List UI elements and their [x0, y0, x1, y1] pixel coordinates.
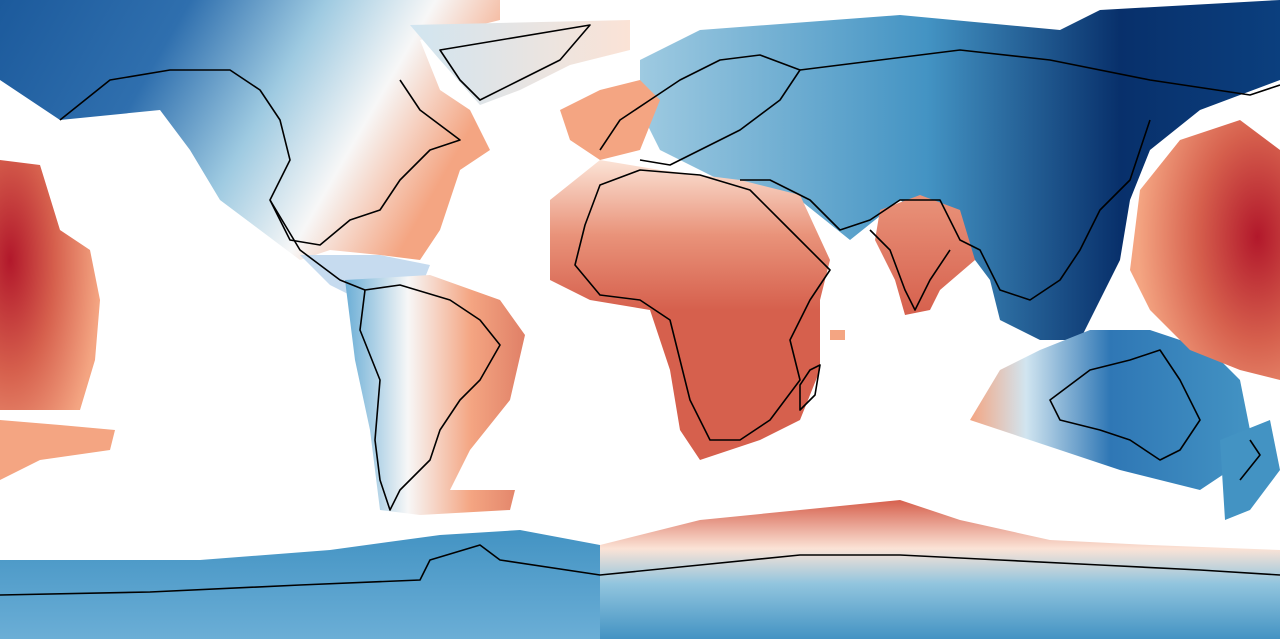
new-zealand-field — [1220, 420, 1280, 520]
coast-north-america — [59, 69, 461, 246]
south-america-field — [345, 275, 525, 515]
eurasia-field — [640, 0, 1280, 340]
africa-field — [550, 160, 830, 460]
coast-australia — [1049, 349, 1201, 461]
coastlines — [0, 24, 1280, 596]
north-america-field — [0, 0, 500, 260]
pacific-west-field — [0, 160, 100, 410]
south-pacific-field — [0, 420, 115, 480]
coast-greenland — [439, 24, 591, 101]
coast-madagascar — [799, 364, 821, 411]
antarctic-right-field — [600, 500, 1280, 639]
greenland-field — [410, 20, 630, 105]
coast-central-america — [269, 199, 366, 291]
europe-west-field — [560, 80, 660, 160]
india-field — [875, 195, 975, 315]
coast-antarctica — [0, 544, 1280, 596]
coast-africa — [574, 169, 831, 441]
indian-ocean-field — [830, 330, 845, 340]
coast-europe — [599, 54, 801, 166]
coast-asia — [740, 49, 1280, 301]
coast-india — [869, 229, 951, 311]
pacific-east-field — [1130, 120, 1280, 380]
coast-new-zealand — [1239, 439, 1261, 481]
coast-south-america — [359, 284, 501, 511]
